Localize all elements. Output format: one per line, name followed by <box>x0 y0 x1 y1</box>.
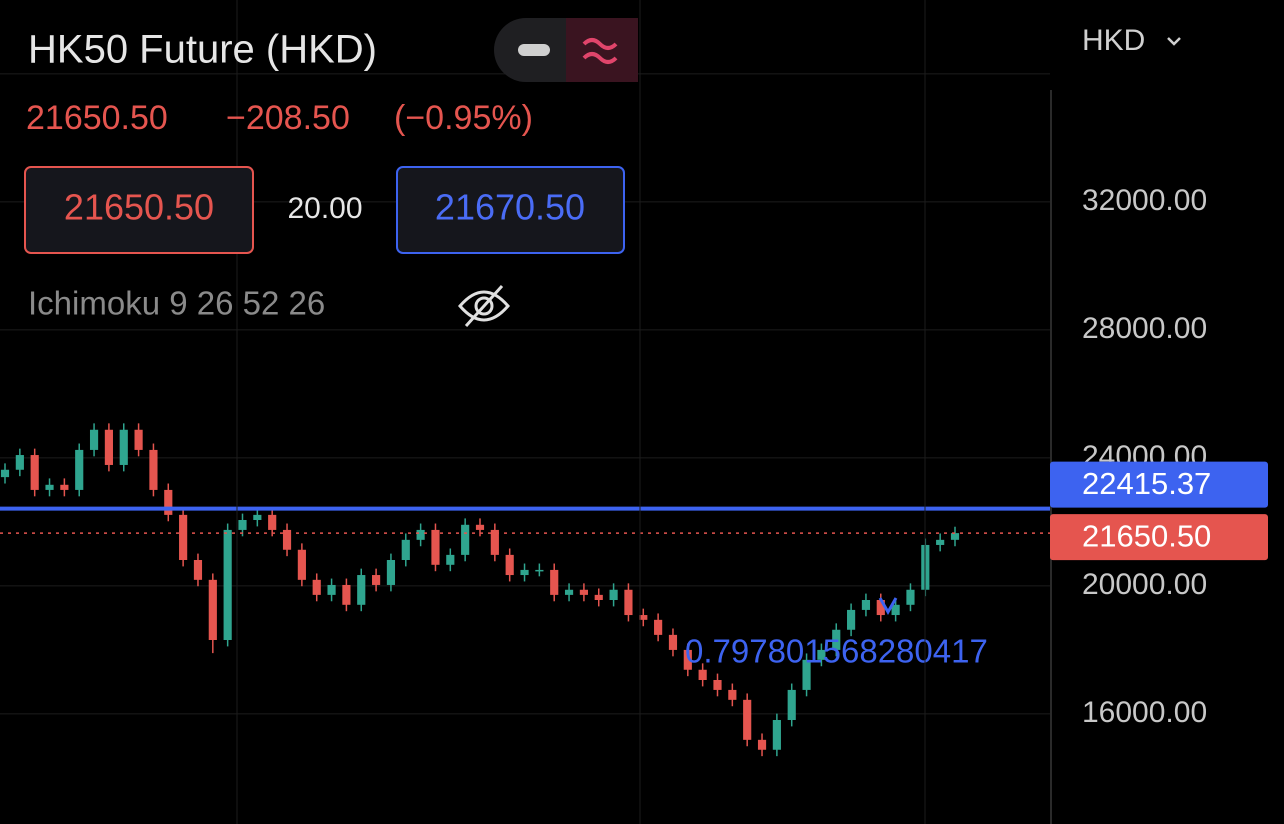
candle-body <box>446 554 455 565</box>
candle-body <box>134 429 143 450</box>
indicator-label: Ichimoku 9 26 52 26 <box>28 285 325 322</box>
minus-icon <box>518 44 550 56</box>
price-change-pct: (−0.95%) <box>394 99 533 137</box>
ask-price: 21670.50 <box>435 187 585 228</box>
price-change: −208.50 <box>226 99 350 137</box>
candle-body <box>431 529 440 565</box>
annotation-text: 0.797801568280417 <box>685 633 988 670</box>
candle-body <box>282 529 292 550</box>
candle-body <box>297 549 306 580</box>
candle-body <box>490 529 499 555</box>
axis-top-mask <box>1050 0 1284 90</box>
y-tick-label: 16000.00 <box>1082 696 1207 729</box>
price-badge-label: 21650.50 <box>1082 518 1211 553</box>
candle-body <box>193 560 203 580</box>
candle-body <box>550 569 559 595</box>
candle-body <box>119 429 128 465</box>
price-badge <box>1050 514 1268 561</box>
candle-body <box>535 569 544 572</box>
candle-body <box>891 604 900 616</box>
candle-body <box>45 484 54 490</box>
candle-body <box>327 584 336 595</box>
sell-button[interactable] <box>24 166 254 254</box>
currency-select[interactable]: HKD <box>1082 24 1145 57</box>
hide-indicator-icon[interactable] <box>458 284 510 328</box>
candle-body <box>179 514 188 560</box>
candle-body <box>683 649 692 670</box>
candle-body <box>372 575 381 585</box>
candle-body <box>149 449 158 490</box>
dropdown-caret <box>1167 37 1181 46</box>
candle-body <box>386 560 396 585</box>
candle-body <box>876 600 885 616</box>
candle-body <box>60 484 69 490</box>
candle-body <box>847 609 856 630</box>
candle-body <box>505 554 514 576</box>
candle-body <box>401 539 410 560</box>
candle-body <box>654 619 663 635</box>
candle-body <box>698 669 707 680</box>
annotation-marker <box>878 597 898 616</box>
candle-body <box>461 524 470 555</box>
candle-body <box>817 649 826 660</box>
candle-body <box>609 589 618 600</box>
candle-body <box>238 520 247 530</box>
spread: 20.00 <box>287 192 362 225</box>
candle-body <box>75 449 84 490</box>
price-badge-label: 22415.37 <box>1082 466 1211 501</box>
candle-body <box>357 575 366 605</box>
candle-body <box>268 514 277 530</box>
candle-body <box>104 429 113 465</box>
candle-body <box>475 524 485 530</box>
bid-price: 21650.50 <box>64 187 214 228</box>
slash <box>464 284 504 328</box>
candle-body <box>0 469 10 478</box>
y-tick-label: 20000.00 <box>1082 568 1207 601</box>
candle-body <box>728 689 737 700</box>
candle-body <box>639 615 648 620</box>
candle-body <box>936 539 945 545</box>
candle-body <box>713 680 722 690</box>
candle-body <box>757 739 767 750</box>
pupil <box>474 296 494 316</box>
candle-body <box>89 429 99 450</box>
candle-body <box>312 579 321 595</box>
candle-body <box>950 533 960 540</box>
candle-body <box>624 589 633 616</box>
candle-body <box>15 455 24 470</box>
candle-body <box>564 589 574 595</box>
y-tick-label: 32000.00 <box>1082 184 1207 217</box>
candle-body <box>30 455 39 490</box>
price-badge <box>1050 461 1268 508</box>
candle-body <box>861 600 871 610</box>
candle-body <box>743 699 752 740</box>
candle-body <box>342 584 351 605</box>
candle-body <box>772 720 781 750</box>
y-tick-label: 28000.00 <box>1082 312 1207 345</box>
candle-body <box>906 589 915 605</box>
candle-body <box>253 514 262 520</box>
candle-body <box>208 579 217 640</box>
candle-body <box>802 659 811 690</box>
plot-area: 0.797801568280417 <box>0 73 1050 757</box>
candle-body <box>223 529 232 640</box>
candle-body <box>164 489 173 515</box>
candle-body <box>416 529 425 540</box>
candle-body <box>594 594 603 600</box>
buy-button[interactable] <box>396 166 625 254</box>
candle-body <box>787 689 796 720</box>
candle-body <box>520 569 529 576</box>
instrument-title: HK50 Future (HKD) <box>28 28 377 72</box>
toggle-active[interactable] <box>566 18 638 82</box>
candle-body <box>832 629 841 650</box>
approx-icon <box>582 38 618 64</box>
last-price: 21650.50 <box>26 99 168 137</box>
candle-body <box>579 589 588 595</box>
candle-body <box>668 634 678 650</box>
